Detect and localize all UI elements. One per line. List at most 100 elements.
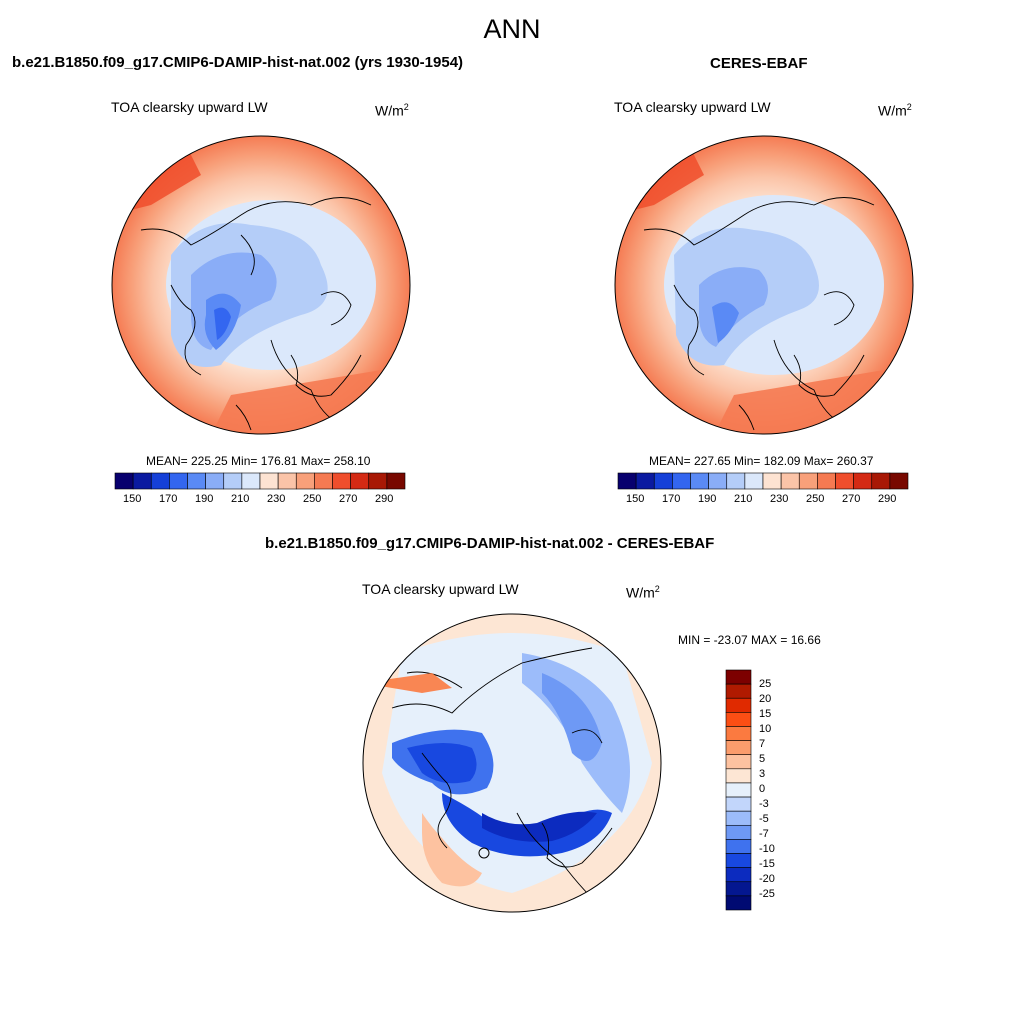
- obs-stats: MEAN= 227.65 Min= 182.09 Max= 260.37: [649, 454, 874, 468]
- colorbar-swatch: [169, 472, 188, 490]
- diff-colorbar-swatch: [725, 683, 752, 699]
- diff-colorbar-tick: 0: [759, 783, 766, 795]
- model-stats: MEAN= 225.25 Min= 176.81 Max= 258.10: [146, 454, 371, 468]
- obs-colorbar-tick: 230: [770, 493, 789, 505]
- colorbar-swatch: [726, 472, 746, 490]
- model-colorbar-tick: 270: [339, 493, 358, 505]
- diff-colorbar-swatch: [725, 726, 752, 741]
- obs-case-title: CERES-EBAF: [710, 55, 808, 72]
- diff-colorbar-swatch: [725, 853, 752, 868]
- colorbar-swatch: [690, 472, 709, 490]
- diff-colorbar-tick: 7: [759, 738, 766, 750]
- obs-colorbar-tick: 170: [662, 493, 681, 505]
- colorbar-swatch: [187, 472, 206, 490]
- model-colorbar-tick: 210: [231, 493, 250, 505]
- colorbar-swatch: [817, 472, 836, 490]
- colorbar-swatch: [241, 472, 261, 490]
- diff-colorbar-tick: 15: [759, 708, 772, 720]
- obs-polar-map: [614, 135, 914, 435]
- model-colorbar-tick: 150: [123, 493, 142, 505]
- obs-colorbar-tick: 250: [806, 493, 825, 505]
- diff-colorbar-swatch: [725, 740, 752, 756]
- diff-colorbar-swatch: [725, 810, 752, 826]
- colorbar-swatch: [871, 472, 891, 490]
- colorbar-swatch: [617, 472, 637, 490]
- colorbar-swatch: [350, 472, 370, 490]
- diff-colorbar-tick: -5: [759, 813, 769, 825]
- model-colorbar-tick: 190: [195, 493, 214, 505]
- obs-colorbar-tick: 150: [626, 493, 645, 505]
- colorbar-swatch: [853, 472, 873, 490]
- obs-colorbar-ticks: 150 170 190 210 230 250 270 290: [618, 493, 908, 507]
- diff-units-label: W/m2: [626, 584, 660, 601]
- colorbar-swatch: [114, 472, 134, 490]
- colorbar-swatch: [798, 472, 818, 490]
- diff-colorbar-swatch: [725, 839, 752, 854]
- colorbar-swatch: [332, 472, 351, 490]
- diff-colorbar-swatch: [725, 895, 752, 911]
- diff-colorbar-swatch: [725, 712, 752, 727]
- model-colorbar-tick: 250: [303, 493, 322, 505]
- colorbar-swatch: [635, 472, 655, 490]
- colorbar-swatch: [744, 472, 764, 490]
- colorbar-swatch: [672, 472, 691, 490]
- diff-stats: MIN = -23.07 MAX = 16.66: [678, 633, 821, 647]
- diff-colorbar-tick: 10: [759, 723, 772, 735]
- model-units-label: W/m2: [375, 102, 409, 119]
- colorbar-swatch: [762, 472, 782, 490]
- diff-colorbar-swatch: [725, 867, 752, 883]
- diff-colorbar-swatch: [725, 796, 752, 812]
- diff-colorbar-swatch: [725, 881, 752, 897]
- model-colorbar-tick: 170: [159, 493, 178, 505]
- colorbar-swatch: [889, 472, 909, 490]
- model-polar-map: [111, 135, 411, 435]
- diff-colorbar-tick: 3: [759, 768, 766, 780]
- diff-colorbar-ticks: 25 20 15 10 7 5 3 0 -3 -5 -7 -10 -15 -20…: [759, 678, 799, 918]
- diff-colorbar-tick: 5: [759, 753, 766, 765]
- diff-colorbar-swatch: [725, 669, 752, 685]
- diff-colorbar-swatch: [725, 768, 752, 784]
- obs-colorbar: [617, 472, 909, 490]
- season-title: ANN: [483, 14, 541, 44]
- obs-units-label: W/m2: [878, 102, 912, 119]
- diff-colorbar-swatch: [725, 697, 752, 713]
- diff-colorbar-tick: 25: [759, 678, 772, 690]
- diff-colorbar-tick: -20: [759, 873, 775, 885]
- colorbar-swatch: [295, 472, 315, 490]
- colorbar-swatch: [259, 472, 279, 490]
- obs-colorbar-tick: 210: [734, 493, 753, 505]
- model-colorbar-tick: 230: [267, 493, 286, 505]
- colorbar-swatch: [368, 472, 388, 490]
- diff-colorbar-tick: -7: [759, 828, 769, 840]
- diff-colorbar-swatch: [725, 824, 752, 840]
- model-colorbar-tick: 290: [375, 493, 394, 505]
- model-map-border: [111, 135, 411, 435]
- obs-colorbar-tick: 290: [878, 493, 897, 505]
- diff-colorbar-tick: 20: [759, 693, 772, 705]
- diff-colorbar-tick: -25: [759, 888, 775, 900]
- diff-colorbar-swatch: [725, 782, 752, 798]
- colorbar-swatch: [835, 472, 854, 490]
- diff-map-border: [362, 613, 662, 913]
- colorbar-swatch: [653, 472, 673, 490]
- model-colorbar: [114, 472, 406, 490]
- diff-variable-label: TOA clearsky upward LW: [362, 581, 519, 597]
- diff-polar-map: [362, 613, 662, 913]
- colorbar-swatch: [132, 472, 152, 490]
- diff-colorbar-swatch: [725, 754, 752, 770]
- model-colorbar-ticks: 150 170 190 210 230 250 270 290: [115, 493, 405, 507]
- diff-colorbar-tick: -15: [759, 858, 775, 870]
- colorbar-swatch: [708, 472, 728, 490]
- model-case-title: b.e21.B1850.f09_g17.CMIP6-DAMIP-hist-nat…: [12, 54, 464, 71]
- colorbar-swatch: [780, 472, 800, 490]
- diff-colorbar-tick: -3: [759, 798, 769, 810]
- obs-map-border: [614, 135, 914, 435]
- colorbar-swatch: [277, 472, 297, 490]
- diff-colorbar-tick: -10: [759, 843, 775, 855]
- colorbar-swatch: [314, 472, 333, 490]
- colorbar-swatch: [205, 472, 225, 490]
- model-variable-label: TOA clearsky upward LW: [111, 99, 268, 115]
- colorbar-swatch: [386, 472, 406, 490]
- diff-case-title: b.e21.B1850.f09_g17.CMIP6-DAMIP-hist-nat…: [265, 535, 715, 552]
- colorbar-swatch: [223, 472, 243, 490]
